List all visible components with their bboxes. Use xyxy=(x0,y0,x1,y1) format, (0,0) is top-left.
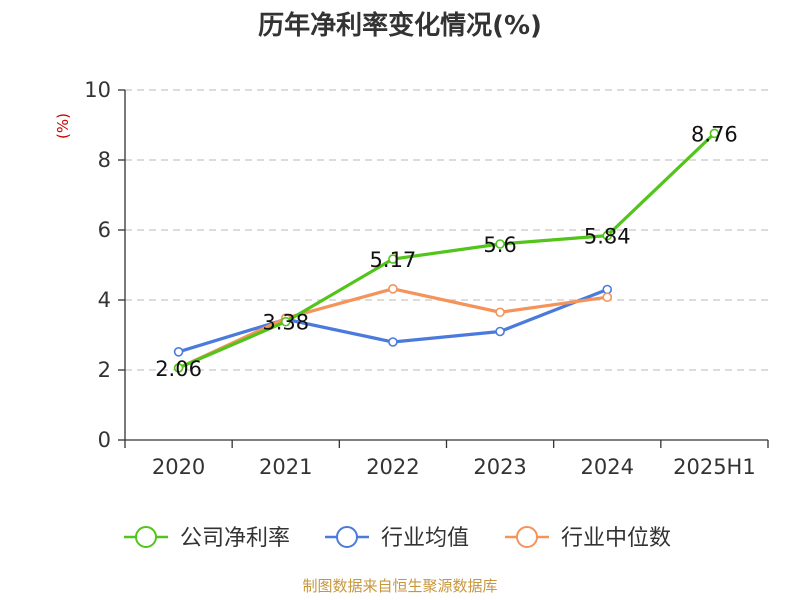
legend-label: 行业均值 xyxy=(381,526,469,551)
series-line xyxy=(177,132,716,370)
legend-label: 公司净利率 xyxy=(180,526,290,551)
legend-marker xyxy=(135,526,157,548)
data-point xyxy=(388,337,398,347)
data-label: 5.17 xyxy=(370,248,417,272)
y-tick-label: 4 xyxy=(98,288,111,312)
y-tick-label: 6 xyxy=(98,218,111,242)
series-0 xyxy=(173,128,720,373)
legend-item: 公司净利率 xyxy=(124,526,290,551)
source-note: 制图数据来自恒生聚源数据库 xyxy=(302,577,497,595)
legend: 公司净利率 行业均值 行业中位数 xyxy=(124,526,671,551)
legend-label: 行业中位数 xyxy=(561,526,671,551)
data-point xyxy=(602,230,613,241)
data-point xyxy=(388,283,398,294)
data-point xyxy=(709,128,720,139)
y-tick-label: 8 xyxy=(98,148,111,172)
data-label: 2.06 xyxy=(155,357,202,381)
data-point xyxy=(173,363,184,373)
data-point xyxy=(602,292,613,303)
legend-marker xyxy=(516,526,538,548)
series-1 xyxy=(173,284,613,357)
axes: 0 2 4 6 8 10 2020 2021 2022 2023 2024 2025H1 xyxy=(84,78,769,479)
y-axis-label: (%) xyxy=(54,113,72,139)
data-point xyxy=(495,326,505,337)
legend-marker xyxy=(336,526,358,548)
data-point xyxy=(280,316,291,327)
y-tick-label: 2 xyxy=(98,358,111,382)
series-lines xyxy=(173,128,720,373)
x-tick-label: 2022 xyxy=(366,455,419,479)
data-labels: 2.06 3.38 5.17 5.6 5.84 8.76 xyxy=(155,122,738,381)
chart-title: 历年净利率变化情况(%) xyxy=(258,10,542,41)
data-label: 3.38 xyxy=(262,311,309,335)
y-tick-label: 0 xyxy=(98,428,111,452)
data-point xyxy=(388,254,398,264)
x-tick-label: 2021 xyxy=(259,455,312,479)
x-tick-label: 2020 xyxy=(152,455,205,479)
x-tick-label: 2023 xyxy=(473,455,526,479)
data-label: 5.84 xyxy=(584,225,631,249)
series-2 xyxy=(173,283,613,373)
data-label: 5.6 xyxy=(483,233,516,257)
data-label: 8.76 xyxy=(691,122,738,146)
x-tick-label: 2024 xyxy=(581,455,634,479)
legend-item: 行业均值 xyxy=(325,526,469,551)
series-line xyxy=(177,287,608,370)
data-point xyxy=(602,284,613,295)
y-tick-label: 10 xyxy=(84,78,111,102)
data-point xyxy=(173,346,184,357)
data-point xyxy=(495,239,505,249)
x-tick-label: 2025H1 xyxy=(673,455,756,479)
gridlines xyxy=(125,89,768,371)
legend-item: 行业中位数 xyxy=(505,526,671,551)
data-point xyxy=(495,307,505,318)
